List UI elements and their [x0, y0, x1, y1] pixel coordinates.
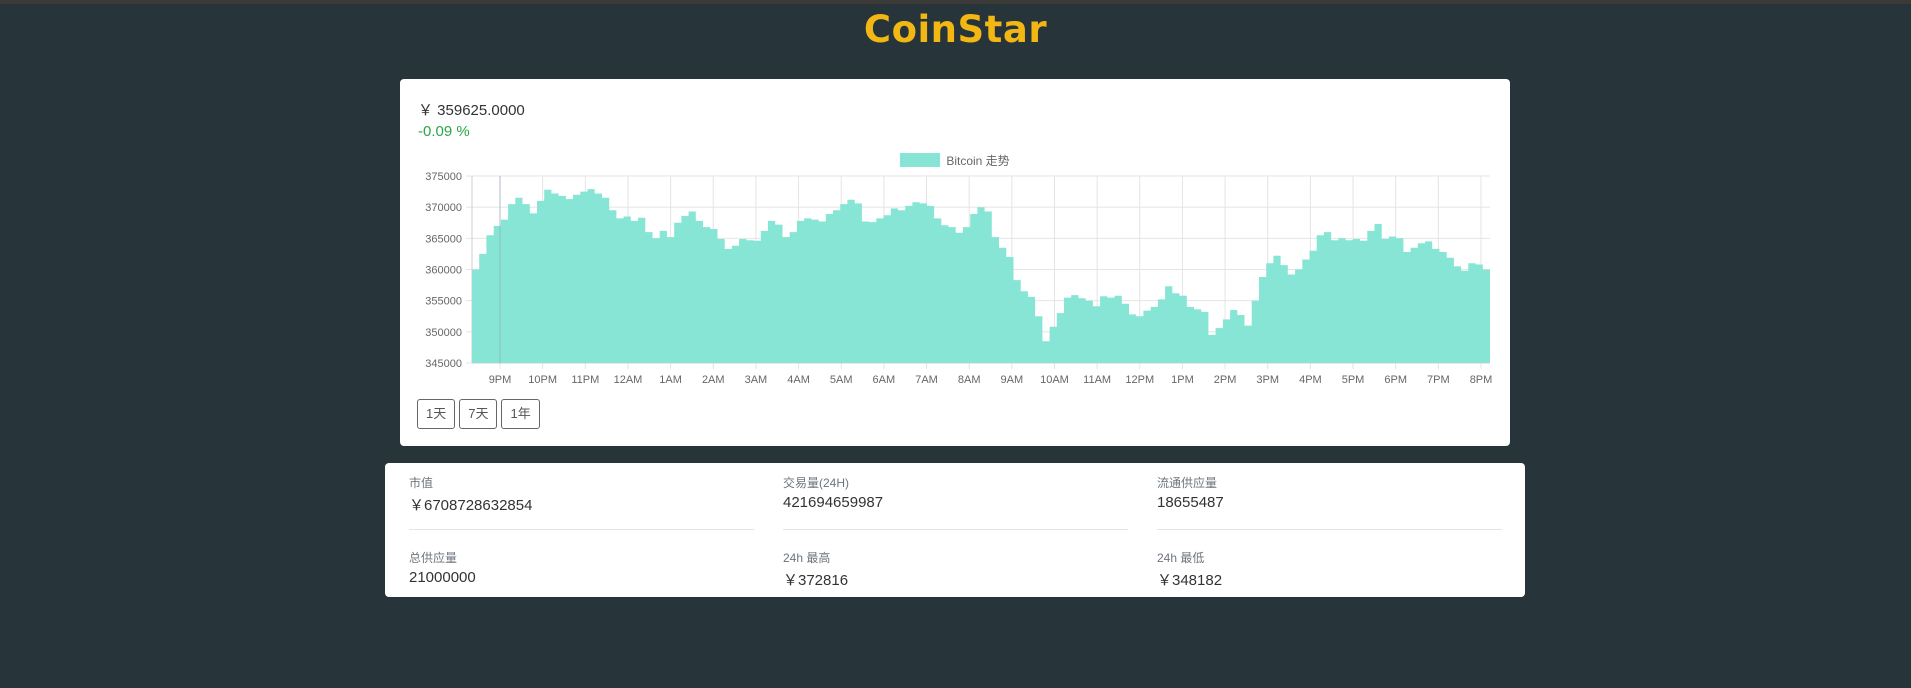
x-tick-label: 12PM — [1125, 374, 1154, 386]
app-title: CoinStar — [863, 8, 1048, 51]
stat-label: 交易量(24H) — [783, 476, 850, 490]
x-tick-label: 7PM — [1427, 374, 1450, 386]
stat-value: 421694659987 — [783, 494, 884, 511]
y-tick-label: 365000 — [425, 233, 462, 245]
stat-market-cap: 市值 ￥6708728632854 — [409, 474, 754, 515]
x-tick-label: 9AM — [1001, 374, 1024, 386]
x-tick-label: 5PM — [1342, 374, 1365, 386]
stat-value: 21000000 — [409, 569, 476, 586]
y-tick-label: 350000 — [425, 327, 462, 339]
legend-swatch — [900, 153, 941, 167]
window-top-bar — [0, 0, 1911, 4]
x-tick-label: 7AM — [915, 374, 938, 386]
x-tick-label: 11PM — [571, 374, 599, 386]
stat-label: 流通供应量 — [1157, 476, 1218, 490]
price-change: -0.09 % — [418, 123, 470, 140]
y-tick-label: 375000 — [425, 171, 462, 183]
x-tick-label: 6PM — [1384, 374, 1407, 386]
y-tick-label: 370000 — [425, 202, 462, 214]
range-button-1d[interactable]: 1天 — [417, 399, 456, 429]
stat-volume-24h: 交易量(24H) 421694659987 — [783, 474, 1128, 511]
stat-label: 市值 — [409, 476, 434, 490]
price-area-chart[interactable]: 375000 370000 365000 360000 355000 350000 3450… — [400, 79, 1510, 389]
range-button-group: 1天 7天 1年 — [417, 399, 544, 429]
stat-label: 总供应量 — [409, 551, 458, 565]
x-tick-label: 5AM — [830, 374, 853, 386]
stat-circulating-supply: 流通供应量 18655487 — [1157, 474, 1502, 511]
x-tick-label: 6AM — [873, 374, 896, 386]
x-tick-label: 2AM — [702, 374, 725, 386]
x-tick-label: 10PM — [528, 374, 557, 386]
stat-label: 24h 最低 — [1157, 551, 1205, 565]
x-tick-label: 9PM — [489, 374, 512, 386]
y-tick-label: 355000 — [425, 296, 462, 308]
price-chart-card: ￥ 359625.0000 -0.09 % Bitcoin 走势 375000 3… — [400, 79, 1510, 446]
legend-label: Bitcoin 走势 — [946, 154, 1010, 168]
stat-24h-low: 24h 最低 ￥348182 — [1157, 549, 1502, 590]
y-tick-label: 360000 — [425, 265, 462, 277]
stat-value: ￥348182 — [1157, 572, 1223, 589]
stat-value: ￥372816 — [783, 572, 849, 589]
range-button-1y[interactable]: 1年 — [501, 399, 540, 429]
divider — [1157, 529, 1502, 530]
x-tick-label: 11AM — [1083, 374, 1111, 386]
current-price: ￥ 359625.0000 — [418, 102, 525, 119]
stat-24h-high: 24h 最高 ￥372816 — [783, 549, 1128, 590]
x-tick-label: 1PM — [1171, 374, 1194, 386]
divider — [783, 529, 1128, 530]
stat-value: ￥6708728632854 — [409, 497, 533, 514]
chart-legend[interactable]: Bitcoin 走势 — [400, 152, 1510, 169]
stat-label: 24h 最高 — [783, 551, 831, 565]
stat-value: 18655487 — [1157, 494, 1224, 511]
stats-card: 市值 ￥6708728632854 交易量(24H) 421694659987 … — [385, 463, 1525, 597]
x-tick-label: 8PM — [1470, 374, 1493, 386]
divider — [409, 529, 754, 530]
x-tick-label: 3AM — [745, 374, 768, 386]
x-tick-label: 8AM — [958, 374, 981, 386]
x-tick-label: 1AM — [659, 374, 682, 386]
stat-total-supply: 总供应量 21000000 — [409, 549, 754, 586]
range-button-7d[interactable]: 7天 — [459, 399, 498, 429]
x-tick-label: 4PM — [1299, 374, 1322, 386]
x-tick-label: 3PM — [1256, 374, 1279, 386]
x-tick-label: 10AM — [1040, 374, 1069, 386]
x-tick-label: 2PM — [1214, 374, 1237, 386]
x-tick-label: 4AM — [787, 374, 810, 386]
y-tick-label: 345000 — [425, 358, 462, 370]
x-tick-label: 12AM — [614, 374, 643, 386]
series-area — [472, 189, 1490, 363]
